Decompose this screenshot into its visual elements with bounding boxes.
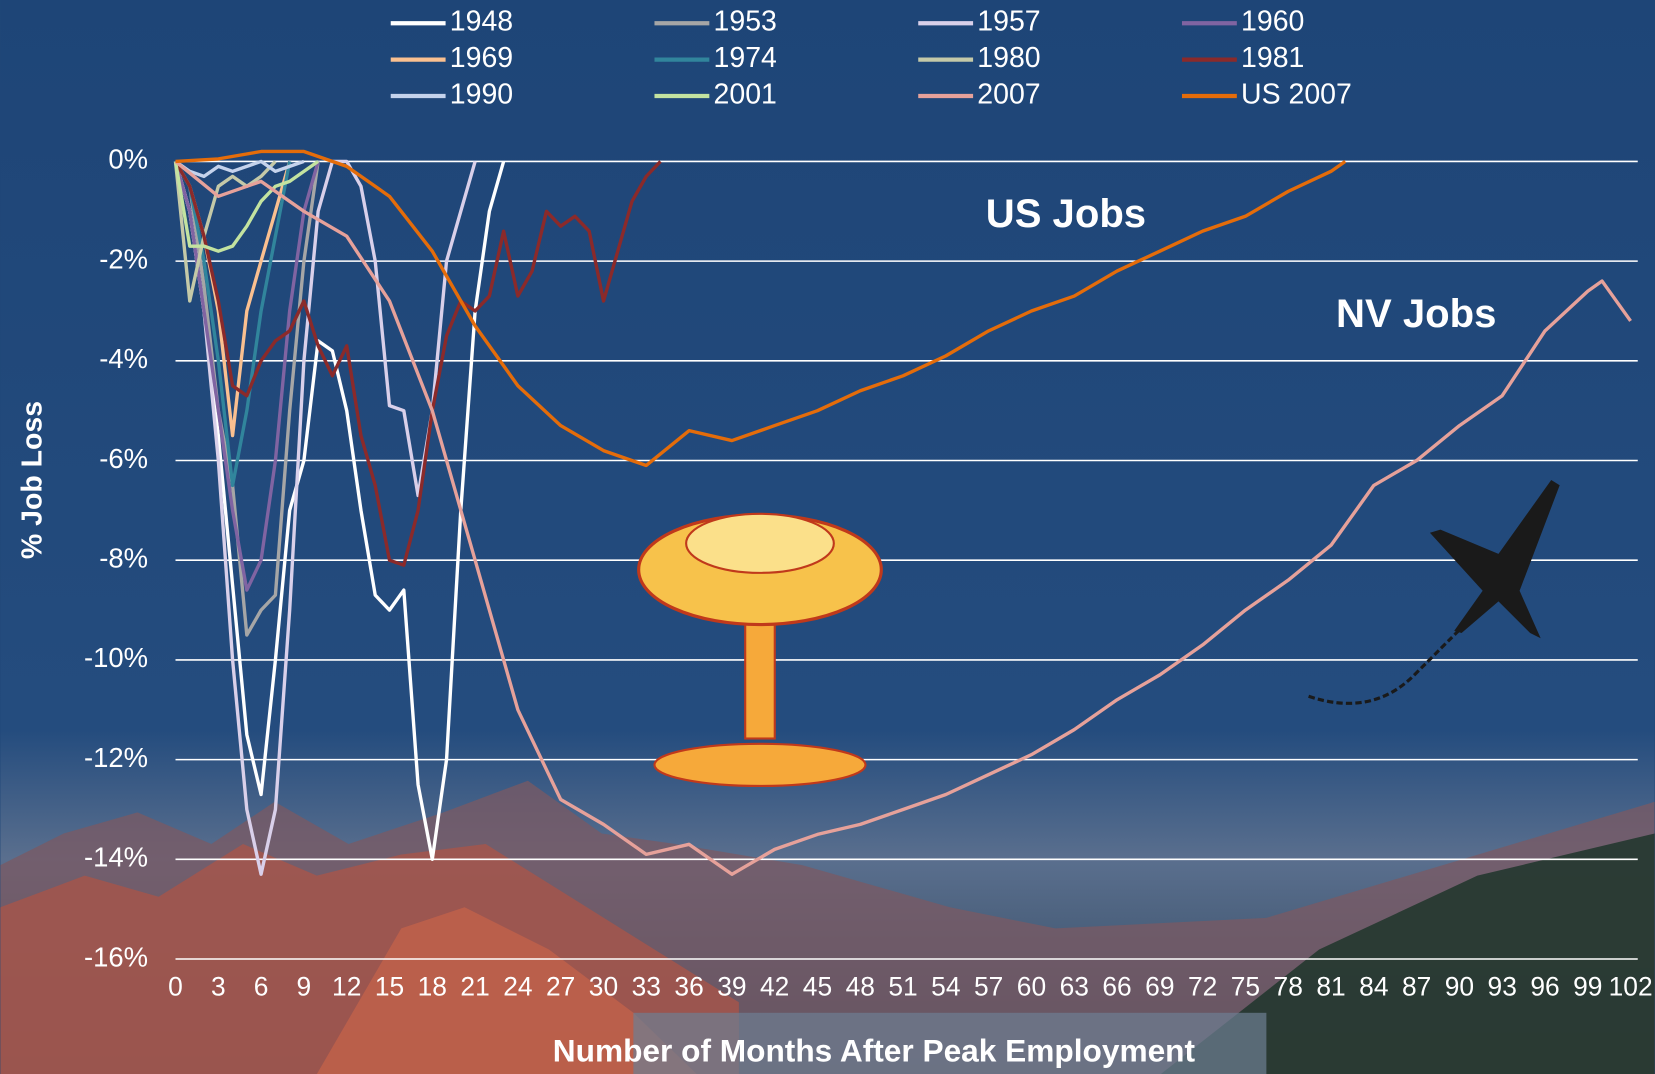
y-tick-label: -14% — [84, 842, 148, 873]
x-tick-label: 75 — [1231, 972, 1260, 1002]
x-tick-label: 42 — [760, 972, 789, 1002]
series-line — [175, 149, 1347, 468]
x-tick-label: 99 — [1573, 972, 1602, 1002]
x-tick-label: 96 — [1530, 972, 1559, 1002]
x-tick-label: 102 — [1609, 972, 1653, 1002]
legend-label: 1957 — [977, 6, 1040, 38]
legend-label: 1980 — [977, 42, 1040, 74]
legend-label: 1948 — [450, 6, 513, 38]
x-tick-label: 57 — [974, 972, 1003, 1002]
series-line — [174, 160, 1632, 876]
legend-label: 1960 — [1241, 6, 1304, 38]
mushroom-cloud — [637, 512, 883, 788]
x-tick-label: 27 — [546, 972, 575, 1002]
y-tick-label: -12% — [84, 742, 148, 773]
legend-label: 2007 — [977, 79, 1040, 111]
series-line — [174, 159, 305, 179]
x-tick-label: 33 — [632, 972, 661, 1002]
x-tick-label: 48 — [846, 972, 875, 1002]
series-line — [173, 160, 320, 253]
legend-label: 2001 — [714, 79, 777, 111]
legend-label: US 2007 — [1241, 79, 1352, 111]
series-line — [174, 160, 662, 567]
legend-label: 1953 — [714, 6, 777, 38]
x-tick-label: 54 — [931, 972, 960, 1002]
y-tick-label: -2% — [99, 243, 148, 274]
x-tick-label: 9 — [297, 972, 312, 1002]
y-tick-label: -6% — [99, 443, 148, 474]
series-line — [173, 160, 320, 592]
x-tick-label: 0 — [168, 972, 183, 1002]
plot-area — [173, 149, 1638, 960]
y-tick-label: -16% — [84, 941, 148, 972]
legend-label: 1974 — [714, 42, 777, 74]
series-line — [173, 160, 506, 861]
series-line — [174, 160, 292, 488]
x-tick-label: 18 — [418, 972, 447, 1002]
y-axis-title: % Job Loss — [17, 401, 49, 559]
legend-label: 1969 — [450, 42, 513, 74]
x-tick-label: 66 — [1102, 972, 1131, 1002]
y-tick-label: -10% — [84, 642, 148, 673]
annotation: US Jobs — [986, 192, 1146, 236]
y-tick-label: -4% — [99, 343, 148, 374]
airplane — [1308, 480, 1560, 705]
x-tick-label: 36 — [674, 972, 703, 1002]
x-tick-label: 21 — [460, 972, 489, 1002]
x-tick-label: 93 — [1488, 972, 1517, 1002]
y-tick-label: 0% — [108, 144, 148, 175]
annotation: NV Jobs — [1336, 292, 1496, 336]
x-tick-label: 39 — [717, 972, 746, 1002]
x-tick-label: 6 — [254, 972, 269, 1002]
x-tick-label: 24 — [503, 972, 532, 1002]
x-tick-label: 51 — [888, 972, 917, 1002]
x-tick-label: 63 — [1060, 972, 1089, 1002]
x-axis-title: Number of Months After Peak Employment — [553, 1032, 1196, 1068]
series-line — [173, 160, 277, 303]
x-tick-label: 81 — [1316, 972, 1345, 1002]
x-tick-label: 30 — [589, 972, 618, 1002]
legend-label: 1990 — [450, 79, 513, 111]
x-tick-label: 78 — [1274, 972, 1303, 1002]
x-tick-label: 90 — [1445, 972, 1474, 1002]
x-tick-label: 72 — [1188, 972, 1217, 1002]
x-tick-label: 15 — [375, 972, 404, 1002]
x-tick-label: 87 — [1402, 972, 1431, 1002]
x-tick-label: 69 — [1145, 972, 1174, 1002]
legend-label: 1981 — [1241, 42, 1304, 74]
x-tick-label: 12 — [332, 972, 361, 1002]
x-tick-label: 84 — [1359, 972, 1388, 1002]
x-tick-label: 60 — [1017, 972, 1046, 1002]
y-tick-label: -8% — [99, 542, 148, 573]
x-tick-label: 45 — [803, 972, 832, 1002]
x-tick-label: 3 — [211, 972, 226, 1002]
